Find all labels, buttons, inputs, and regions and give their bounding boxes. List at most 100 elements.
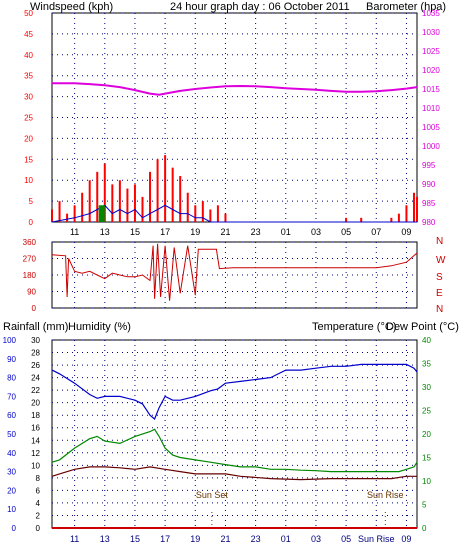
dir-compass-label: N	[436, 236, 443, 247]
chart3-xtick: 09	[401, 534, 411, 544]
rainfall-title: Rainfall (mm)	[3, 321, 68, 333]
temp-ytick: 15	[422, 454, 431, 463]
chart3-xtick: 17	[160, 534, 170, 544]
chart3-xtick: 01	[281, 534, 291, 544]
dir-ytick: 360	[23, 238, 37, 247]
baro-ytick: 1015	[422, 85, 440, 94]
humidity-title: Humidity (%)	[68, 321, 131, 333]
humidity-line	[51, 363, 418, 420]
baro-ytick: 1005	[422, 123, 440, 132]
rain-ytick: 24	[31, 374, 40, 383]
hum-ytick: 90	[7, 355, 16, 364]
wind-ytick: 5	[29, 197, 34, 206]
temp-ytick: 25	[422, 407, 431, 416]
chart1-xtick: 07	[371, 227, 381, 237]
rain-ytick: 18	[31, 411, 40, 420]
hum-ytick: 60	[7, 411, 16, 420]
wind-ytick: 25	[24, 114, 33, 123]
dir-compass-label: E	[436, 288, 443, 299]
wind-ytick: 10	[24, 176, 33, 185]
chart3-xtick: 23	[251, 534, 261, 544]
chart1-xtick: 17	[160, 227, 170, 237]
hum-ytick: 0	[12, 524, 17, 533]
baro-ytick: 1025	[422, 47, 440, 56]
wind-direction-line	[51, 243, 418, 301]
baro-ytick: 1030	[422, 28, 440, 37]
rain-ytick: 14	[31, 436, 40, 445]
chart3-xtick: 19	[190, 534, 200, 544]
chart1-xtick: 09	[401, 227, 411, 237]
temp-ytick: 20	[422, 430, 431, 439]
graph-title: 24 hour graph day : 06 October 2011	[170, 1, 350, 13]
baro-ytick: 1020	[422, 66, 440, 75]
hum-ytick: 70	[7, 392, 16, 401]
barometer-line	[52, 82, 418, 96]
dir-compass-label: W	[436, 255, 446, 266]
baro-ytick: 1035	[422, 9, 440, 18]
rain-ytick: 26	[31, 361, 40, 370]
chart3-xtick: 15	[130, 534, 140, 544]
wind-ytick: 40	[24, 51, 33, 60]
temperature-title: Temperature (°C)	[312, 321, 396, 333]
hum-ytick: 80	[7, 374, 16, 383]
hum-ytick: 100	[3, 336, 17, 345]
chart3-xtick: Sun Rise	[358, 534, 395, 544]
baro-ytick: 1010	[422, 104, 440, 113]
rain-ytick: 16	[31, 424, 40, 433]
baro-ytick: 985	[422, 199, 436, 208]
rain-ytick: 8	[36, 474, 41, 483]
windspeed-title: Windspeed (kph)	[30, 1, 113, 13]
temp-ytick: 5	[422, 501, 427, 510]
dir-ytick: 180	[23, 271, 37, 280]
dir-ytick: 90	[27, 288, 36, 297]
temp-ytick: 40	[422, 336, 431, 345]
rain-ytick: 4	[36, 499, 41, 508]
chart3-xtick: 13	[100, 534, 110, 544]
chart3-xtick: 21	[220, 534, 230, 544]
hum-ytick: 30	[7, 468, 16, 477]
dewpoint-line	[51, 466, 417, 481]
chart3-xtick: 05	[341, 534, 351, 544]
wind-ytick: 50	[24, 9, 33, 18]
rain-ytick: 2	[36, 511, 41, 520]
baro-ytick: 995	[422, 161, 436, 170]
chart1-xtick: 15	[130, 227, 140, 237]
wind-barometer-chart: 0510152025303540455098098599099510001005…	[24, 9, 440, 237]
rain-ytick: 0	[36, 524, 41, 533]
chart1-xtick: 11	[70, 227, 79, 237]
dewpoint-title: Dew Point (°C)	[386, 321, 459, 333]
rain-ytick: 6	[36, 486, 41, 495]
rain-ytick: 10	[31, 461, 40, 470]
baro-ytick: 1000	[422, 142, 440, 151]
temp-ytick: 35	[422, 360, 431, 369]
chart1-xtick: 05	[341, 227, 351, 237]
wind-ytick: 30	[24, 93, 33, 102]
sunset-annotation: Sun Set	[196, 490, 229, 500]
baro-ytick: 990	[422, 180, 436, 189]
wind-green-bar	[98, 205, 105, 222]
chart1-xtick: 13	[100, 227, 110, 237]
chart1-xtick: 21	[220, 227, 230, 237]
chart1-xtick: 19	[190, 227, 200, 237]
temperature-line	[51, 428, 418, 473]
barometer-title: Barometer (hpa)	[366, 1, 446, 13]
chart1-xtick: 01	[281, 227, 291, 237]
rain-ytick: 30	[31, 336, 40, 345]
rain-ytick: 12	[31, 449, 40, 458]
hum-ytick: 20	[7, 486, 16, 495]
chart3-xtick: 03	[311, 534, 321, 544]
dir-compass-label: S	[436, 272, 443, 283]
dir-ytick: 0	[32, 304, 37, 313]
wind-ytick: 0	[29, 218, 34, 227]
wind-ytick: 15	[24, 155, 33, 164]
rain-ytick: 22	[31, 386, 40, 395]
chart3-xtick: 11	[70, 534, 79, 544]
chart3-frame	[51, 339, 418, 529]
hum-ytick: 40	[7, 449, 16, 458]
wind-ytick: 35	[24, 72, 33, 81]
dir-ytick: 270	[23, 255, 37, 264]
wind-ytick: 45	[24, 30, 33, 39]
